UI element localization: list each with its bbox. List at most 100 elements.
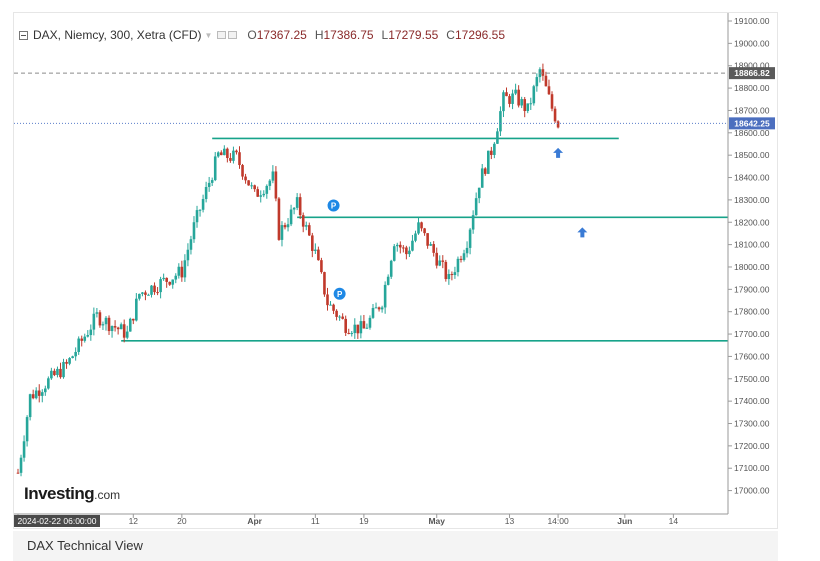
candle-body bbox=[223, 148, 226, 156]
candle-body bbox=[74, 351, 77, 357]
candle-body bbox=[262, 193, 266, 196]
annotations: PP bbox=[327, 147, 588, 300]
candle-body bbox=[368, 317, 372, 328]
y-tick-label: 18200.00 bbox=[734, 217, 770, 227]
candle-body bbox=[77, 338, 80, 352]
candle-body bbox=[550, 94, 554, 109]
candle-body bbox=[514, 89, 517, 94]
candles bbox=[16, 63, 560, 477]
candle-body bbox=[383, 284, 387, 308]
settings-icon[interactable] bbox=[217, 31, 227, 39]
candle-body bbox=[271, 171, 275, 181]
close-icon[interactable] bbox=[228, 31, 238, 39]
candle-body bbox=[286, 224, 290, 228]
candle-body bbox=[344, 318, 347, 333]
candle-body bbox=[477, 187, 481, 199]
candle-body bbox=[359, 321, 363, 334]
candle-body bbox=[392, 246, 396, 261]
collapse-icon[interactable] bbox=[19, 30, 28, 40]
candle-body bbox=[356, 324, 360, 334]
y-tick-label: 18600.00 bbox=[734, 128, 770, 138]
candle-body bbox=[432, 244, 435, 253]
candle-body bbox=[68, 358, 71, 364]
candle-body bbox=[144, 292, 147, 295]
candle-body bbox=[323, 272, 326, 295]
y-tick-label: 18800.00 bbox=[734, 83, 770, 93]
candle-body bbox=[474, 198, 478, 216]
support-lines bbox=[121, 137, 728, 342]
candle-body bbox=[535, 77, 539, 87]
pivot-label: P bbox=[337, 290, 343, 299]
x-tick-label: 2024-02-22 06:00:00 bbox=[18, 516, 97, 526]
y-tick-label: 18900.00 bbox=[734, 61, 770, 71]
candle-body bbox=[28, 394, 32, 418]
y-axis: 17000.00 17100.00 17200.00 17300.00 17400.00… bbox=[727, 13, 770, 514]
close-label: C bbox=[446, 28, 455, 42]
price-marker-label: 18866.82 bbox=[734, 68, 770, 78]
y-tick-label: 18500.00 bbox=[734, 150, 770, 160]
candle-body bbox=[502, 92, 505, 112]
candle-body bbox=[104, 317, 108, 325]
candle-body bbox=[365, 327, 369, 329]
candle-body bbox=[341, 316, 344, 319]
candle-body bbox=[86, 335, 90, 337]
high-value: 17386.75 bbox=[323, 28, 374, 42]
candle-body bbox=[377, 307, 381, 310]
candle-body bbox=[493, 143, 496, 155]
candle-body bbox=[116, 327, 120, 330]
candle-body bbox=[420, 222, 423, 229]
candle-body bbox=[34, 390, 38, 399]
candle-body bbox=[556, 121, 560, 128]
candle-body bbox=[31, 394, 35, 399]
candle-body bbox=[386, 276, 390, 285]
arrow-up-icon bbox=[553, 147, 564, 158]
chevron-down-icon[interactable]: ▼ bbox=[204, 30, 213, 40]
candle-body bbox=[429, 244, 432, 246]
y-tick-label: 17100.00 bbox=[734, 463, 770, 473]
candle-body bbox=[213, 156, 217, 181]
candle-body bbox=[523, 99, 527, 112]
candle-body bbox=[156, 292, 159, 294]
candle-body bbox=[168, 281, 172, 285]
candle-body bbox=[526, 103, 530, 112]
candle-body bbox=[274, 171, 278, 199]
candle-body bbox=[402, 247, 405, 249]
candle-body bbox=[192, 222, 196, 240]
candle-body bbox=[532, 86, 536, 104]
price-markers: 18866.82 18642.25 bbox=[14, 67, 775, 130]
candle-body bbox=[141, 292, 144, 294]
candle-body bbox=[253, 185, 256, 190]
x-tick-label: 14:00 bbox=[547, 516, 569, 526]
candle-body bbox=[353, 324, 357, 334]
candle-body bbox=[183, 260, 187, 278]
candle-body bbox=[441, 260, 445, 262]
candle-body bbox=[189, 239, 193, 250]
price-marker-badge bbox=[729, 117, 775, 130]
candle-body bbox=[37, 390, 41, 396]
candle-body bbox=[405, 247, 408, 255]
candle-body bbox=[465, 247, 469, 254]
candle-body bbox=[362, 321, 366, 329]
y-tick-label: 17300.00 bbox=[734, 419, 770, 429]
candle-body bbox=[399, 244, 402, 248]
x-tick-label: 12 bbox=[129, 516, 139, 526]
candle-body bbox=[350, 333, 354, 335]
y-tick-label: 18100.00 bbox=[734, 240, 770, 250]
candle-body bbox=[174, 275, 178, 280]
candle-body bbox=[195, 210, 199, 223]
candle-body bbox=[496, 131, 499, 144]
candle-body bbox=[423, 228, 426, 234]
candle-body bbox=[304, 225, 308, 227]
candle-body bbox=[544, 75, 548, 87]
candle-body bbox=[247, 180, 250, 186]
logo-text: Investing bbox=[24, 484, 95, 503]
candle-body bbox=[101, 324, 105, 326]
candle-body bbox=[180, 266, 184, 278]
price-marker-label: 18642.25 bbox=[734, 118, 770, 128]
candle-body bbox=[456, 258, 460, 273]
candle-body bbox=[486, 150, 490, 174]
candle-body bbox=[241, 165, 244, 177]
pivot-label: P bbox=[331, 201, 337, 210]
y-tick-label: 18700.00 bbox=[734, 105, 770, 115]
